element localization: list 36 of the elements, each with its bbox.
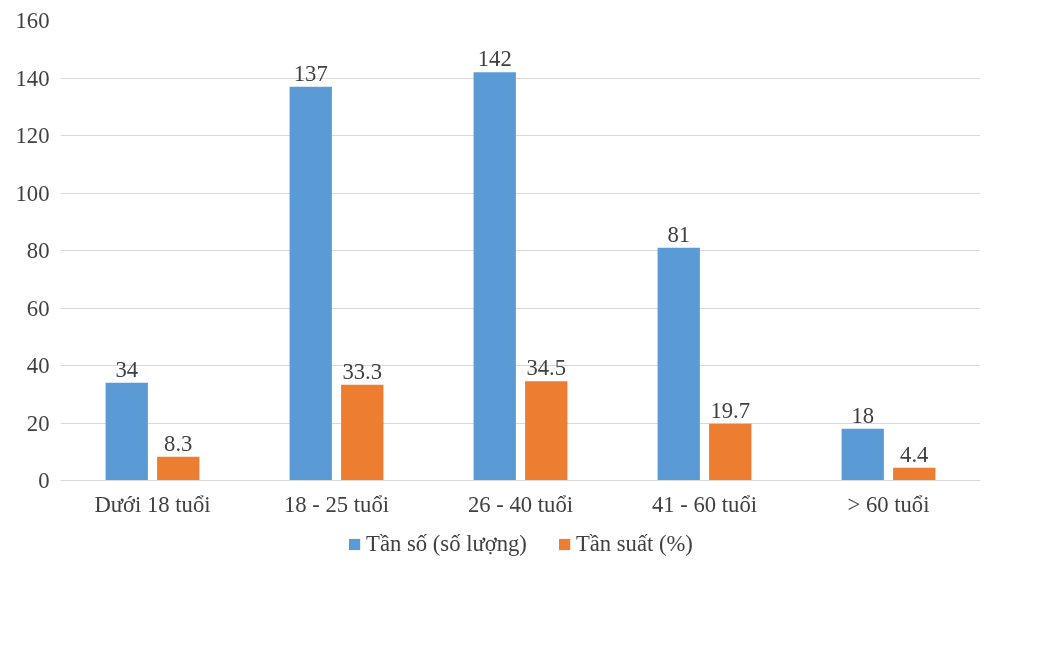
y-tick-label: 80 — [26, 238, 50, 263]
data-label: 19.7 — [710, 397, 751, 423]
x-tick-label: 26 - 40 tuổi — [467, 491, 574, 517]
y-tick-label: 0 — [38, 468, 50, 493]
bar — [709, 423, 752, 481]
x-tick-label: > 60 tuổi — [847, 491, 930, 517]
y-tick-label: 160 — [15, 8, 50, 33]
data-label: 18 — [851, 402, 875, 428]
bar — [157, 456, 200, 481]
y-tick-label: 20 — [26, 410, 50, 436]
x-tick-label: 41 - 60 tuổi — [651, 491, 758, 517]
bar — [525, 381, 568, 481]
bar — [893, 467, 936, 481]
y-tick-label: 40 — [26, 353, 50, 378]
data-label: 4.4 — [900, 441, 929, 467]
bar — [289, 86, 332, 481]
x-tick-label: Dưới 18 tuổi — [94, 491, 211, 517]
bar — [341, 384, 384, 481]
bar — [657, 247, 700, 481]
x-tick-label: 18 - 25 tuổi — [283, 491, 390, 517]
data-label: 8.3 — [164, 430, 193, 456]
bar — [105, 382, 148, 481]
y-tick-label: 140 — [15, 65, 50, 91]
legend-label: Tần suất (%) — [575, 531, 693, 557]
bar — [473, 72, 516, 481]
data-label: 142 — [477, 46, 512, 72]
y-tick-label: 60 — [26, 295, 50, 321]
data-label: 81 — [667, 221, 691, 247]
y-tick-label: 120 — [15, 123, 50, 148]
data-label: 34 — [115, 356, 139, 382]
data-label: 34.5 — [526, 355, 567, 381]
data-label: 33.3 — [342, 358, 383, 384]
y-tick-label: 100 — [15, 180, 50, 206]
bar — [841, 428, 884, 481]
legend-label: Tần số (số lượng) — [366, 531, 527, 557]
data-label: 137 — [293, 60, 328, 86]
